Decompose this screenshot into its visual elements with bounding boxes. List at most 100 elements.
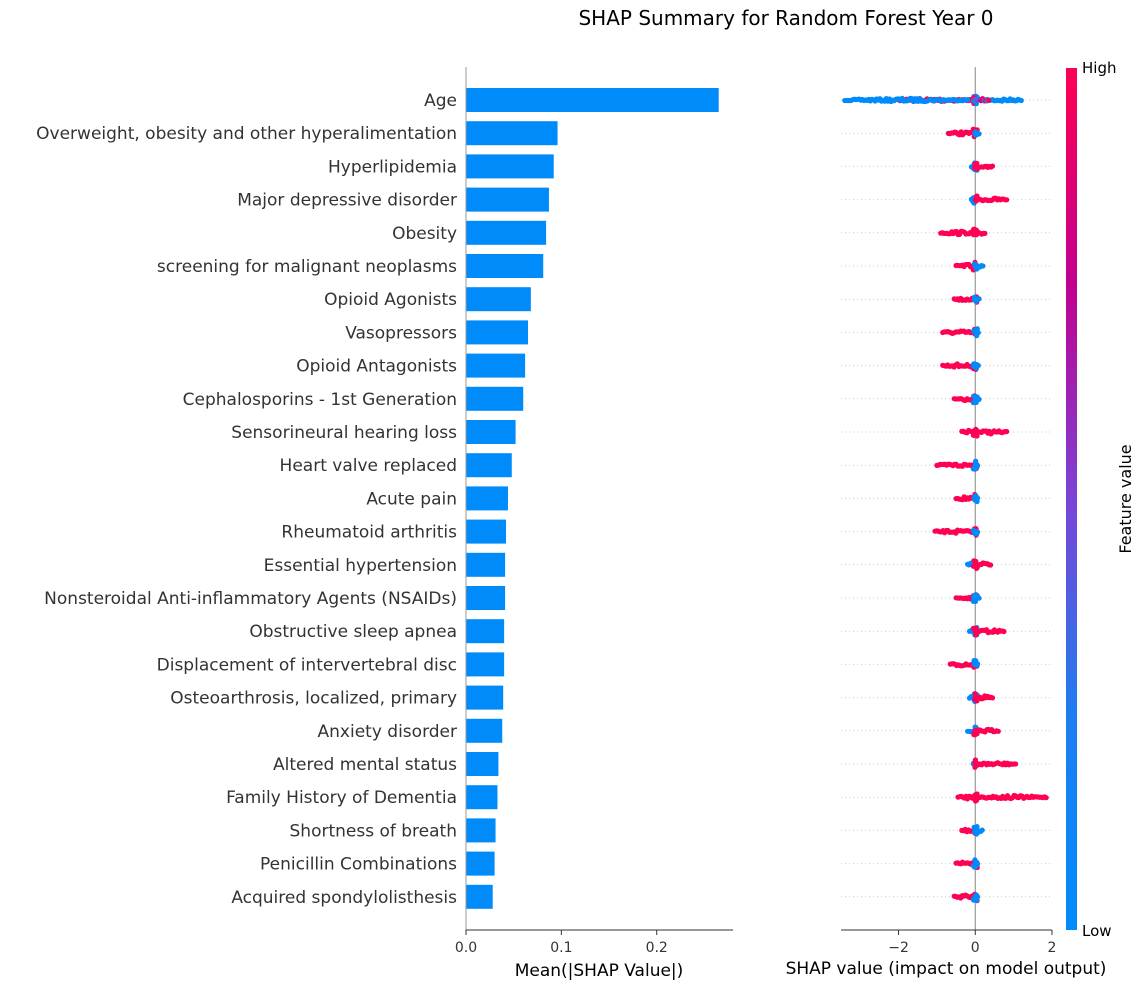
shap-core-point-11-p-5 xyxy=(970,466,976,472)
shap-core-point-3-p-5 xyxy=(974,197,980,203)
swarm-tick-label-1: 0 xyxy=(971,940,980,956)
bars xyxy=(466,88,719,909)
shap-core-point-17-p-5 xyxy=(972,659,978,665)
bar-16 xyxy=(466,619,505,644)
bar-8 xyxy=(466,353,526,378)
bar-23 xyxy=(466,851,495,876)
shap-core-point-12-p-5 xyxy=(971,494,978,501)
shap-points xyxy=(842,93,1049,904)
shap-core-point-2-p-5 xyxy=(974,160,980,166)
feature-label-23: Penicillin Combinations xyxy=(260,855,457,875)
bar-1 xyxy=(466,121,558,146)
shap-core-point-18-p-5 xyxy=(972,696,978,702)
shap-point-5-p-5 xyxy=(980,263,986,269)
shap-core-point-14-p-4 xyxy=(973,562,979,568)
feature-label-1: Overweight, obesity and other hyperalime… xyxy=(36,124,457,144)
bar-21 xyxy=(466,785,498,810)
shap-beeswarm-panel: −2 0 2 SHAP value (impact on model output) xyxy=(786,67,1106,979)
shap-point-15-p-4 xyxy=(976,595,982,601)
shap-core-point-6-p-5 xyxy=(973,297,979,303)
shap-core-point-5-p-5 xyxy=(974,264,980,271)
row-guides xyxy=(841,99,1052,898)
shap-core-point-19-p-5 xyxy=(972,728,978,734)
feature-label-13: Rheumatoid arthritis xyxy=(281,523,457,543)
feature-label-15: Nonsteroidal Anti-inflammatory Agents (N… xyxy=(44,589,457,609)
swarm-x-ticks: −2 0 2 xyxy=(888,930,1056,956)
shap-core-point-13-p-5 xyxy=(972,529,978,535)
bar-x-axis-label: Mean(|SHAP Value|) xyxy=(515,961,684,981)
shap-point-21-p-44 xyxy=(1043,795,1049,801)
feature-value-colorbar: High Low Feature value xyxy=(1066,59,1135,940)
shap-point-18-p-11 xyxy=(989,695,996,701)
swarm-tick-label-0: −2 xyxy=(888,940,909,956)
shap-point-16-p-18 xyxy=(1001,628,1007,635)
bar-tick-label-0: 0.0 xyxy=(455,940,477,956)
bar-3 xyxy=(466,187,549,212)
feature-label-18: Osteoarthrosis, localized, primary xyxy=(170,689,457,709)
shap-core-point-22-p-4 xyxy=(974,824,980,830)
bar-2 xyxy=(466,154,554,179)
bar-tick-label-2: 0.2 xyxy=(646,940,668,956)
shap-core-point-0-p-5 xyxy=(972,96,978,102)
feature-label-24: Acquired spondylolisthesis xyxy=(231,888,457,908)
shap-point-22-p-4 xyxy=(979,827,985,833)
shap-core-point-18-p-0 xyxy=(972,691,978,697)
feature-label-14: Essential hypertension xyxy=(264,556,457,576)
bar-19 xyxy=(466,718,503,743)
feature-label-17: Displacement of intervertebral disc xyxy=(157,655,457,675)
feature-label-11: Heart valve replaced xyxy=(280,456,457,476)
feature-label-19: Anxiety disorder xyxy=(318,722,457,742)
feature-label-4: Obesity xyxy=(392,224,457,244)
bar-13 xyxy=(466,519,507,544)
bar-20 xyxy=(466,752,499,776)
shap-core-point-21-p-5 xyxy=(971,795,977,801)
shap-core-point-16-p-5 xyxy=(973,629,979,636)
feature-label-12: Acute pain xyxy=(366,489,457,509)
shap-point-14-p-10 xyxy=(988,562,994,568)
feature-label-0: Age xyxy=(424,91,457,111)
feature-label-7: Vasopressors xyxy=(345,323,457,343)
bar-24 xyxy=(466,884,493,909)
mean-shap-bar-panel: Age Overweight, obesity and other hyperal… xyxy=(36,67,733,981)
chart-title: SHAP Summary for Random Forest Year 0 xyxy=(578,6,993,30)
feature-label-16: Obstructive sleep apnea xyxy=(249,622,457,642)
shap-core-point-10-p-5 xyxy=(974,427,980,433)
bar-9 xyxy=(466,386,524,411)
bar-4 xyxy=(466,220,547,245)
shap-point-19-p-14 xyxy=(995,728,1001,734)
bar-17 xyxy=(466,652,505,677)
shap-core-point-2-p-4 xyxy=(972,165,978,171)
shap-core-point-7-p-5 xyxy=(973,330,979,336)
bar-22 xyxy=(466,818,496,843)
feature-label-5: screening for malignant neoplasms xyxy=(157,257,457,277)
bar-14 xyxy=(466,552,506,577)
bar-11 xyxy=(466,453,512,478)
shap-core-point-23-p-5 xyxy=(973,862,979,869)
feature-label-6: Opioid Agonists xyxy=(324,290,457,310)
bar-x-ticks: 0.0 0.1 0.2 xyxy=(455,930,668,956)
shap-core-point-24-p-5 xyxy=(972,896,978,902)
bar-6 xyxy=(466,287,531,312)
bar-tick-label-1: 0.1 xyxy=(550,940,572,956)
shap-core-point-20-p-5 xyxy=(974,760,980,767)
bar-10 xyxy=(466,420,516,444)
colorbar-low-label: Low xyxy=(1082,922,1112,940)
shap-core-point-1-p-5 xyxy=(973,132,979,138)
shap-point-4-p-6 xyxy=(982,230,988,236)
colorbar-high-label: High xyxy=(1082,59,1116,77)
shap-core-point-11-p-3 xyxy=(972,458,979,465)
bar-15 xyxy=(466,586,506,610)
shap-core-point-4-p-5 xyxy=(972,227,978,233)
bar-5 xyxy=(466,254,544,278)
feature-label-10: Sensorineural hearing loss xyxy=(231,423,457,443)
shap-core-point-9-p-3 xyxy=(972,394,978,400)
shap-point-2-p-11 xyxy=(989,163,996,169)
colorbar-gradient xyxy=(1066,68,1077,930)
shap-core-point-9-p-5 xyxy=(973,398,979,404)
shap-point-0-x0-24 xyxy=(1018,97,1024,104)
feature-label-21: Family History of Dementia xyxy=(226,788,457,808)
shap-point-3-p-20 xyxy=(1004,197,1010,203)
feature-labels: Age Overweight, obesity and other hyperal… xyxy=(36,91,457,908)
shap-core-point-22-p-5 xyxy=(974,827,980,834)
